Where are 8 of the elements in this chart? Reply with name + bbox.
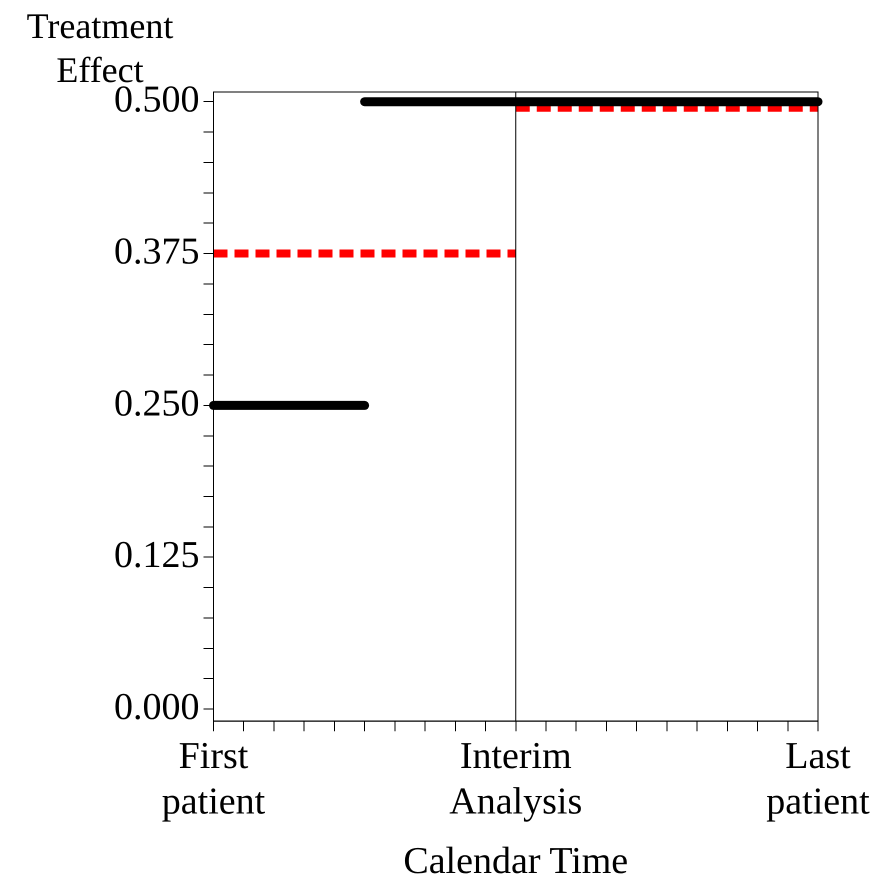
x-axis-title: Calendar Time [403,840,628,882]
y-tick-label: 0.250 [114,382,200,424]
y-tick-label: 0.125 [114,534,200,576]
y-tick-label: 0.375 [114,230,200,273]
y-tick-label: 0.000 [114,686,200,728]
x-tick-label: First patient [162,734,266,823]
x-tick-label: Last patient [766,734,870,823]
x-tick-label: Interim Analysis [449,734,582,823]
